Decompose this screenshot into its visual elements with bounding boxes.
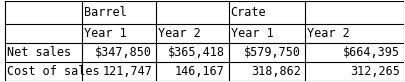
Text: Barrel: Barrel — [84, 6, 127, 19]
Text: $664,395: $664,395 — [343, 46, 400, 59]
Text: Year 2: Year 2 — [307, 27, 350, 40]
Text: 121,747: 121,747 — [102, 65, 152, 78]
Text: Cost of sales: Cost of sales — [7, 65, 100, 78]
Text: $365,418: $365,418 — [168, 46, 225, 59]
Text: $347,850: $347,850 — [95, 46, 152, 59]
Text: Crate: Crate — [231, 6, 266, 19]
Text: Year 2: Year 2 — [158, 27, 201, 40]
Text: 318,862: 318,862 — [251, 65, 301, 78]
Text: 312,265: 312,265 — [350, 65, 400, 78]
Text: 146,167: 146,167 — [175, 65, 225, 78]
Text: $579,750: $579,750 — [244, 46, 301, 59]
Text: Net sales: Net sales — [7, 46, 72, 59]
Text: Year 1: Year 1 — [231, 27, 273, 40]
Text: Year 1: Year 1 — [84, 27, 127, 40]
